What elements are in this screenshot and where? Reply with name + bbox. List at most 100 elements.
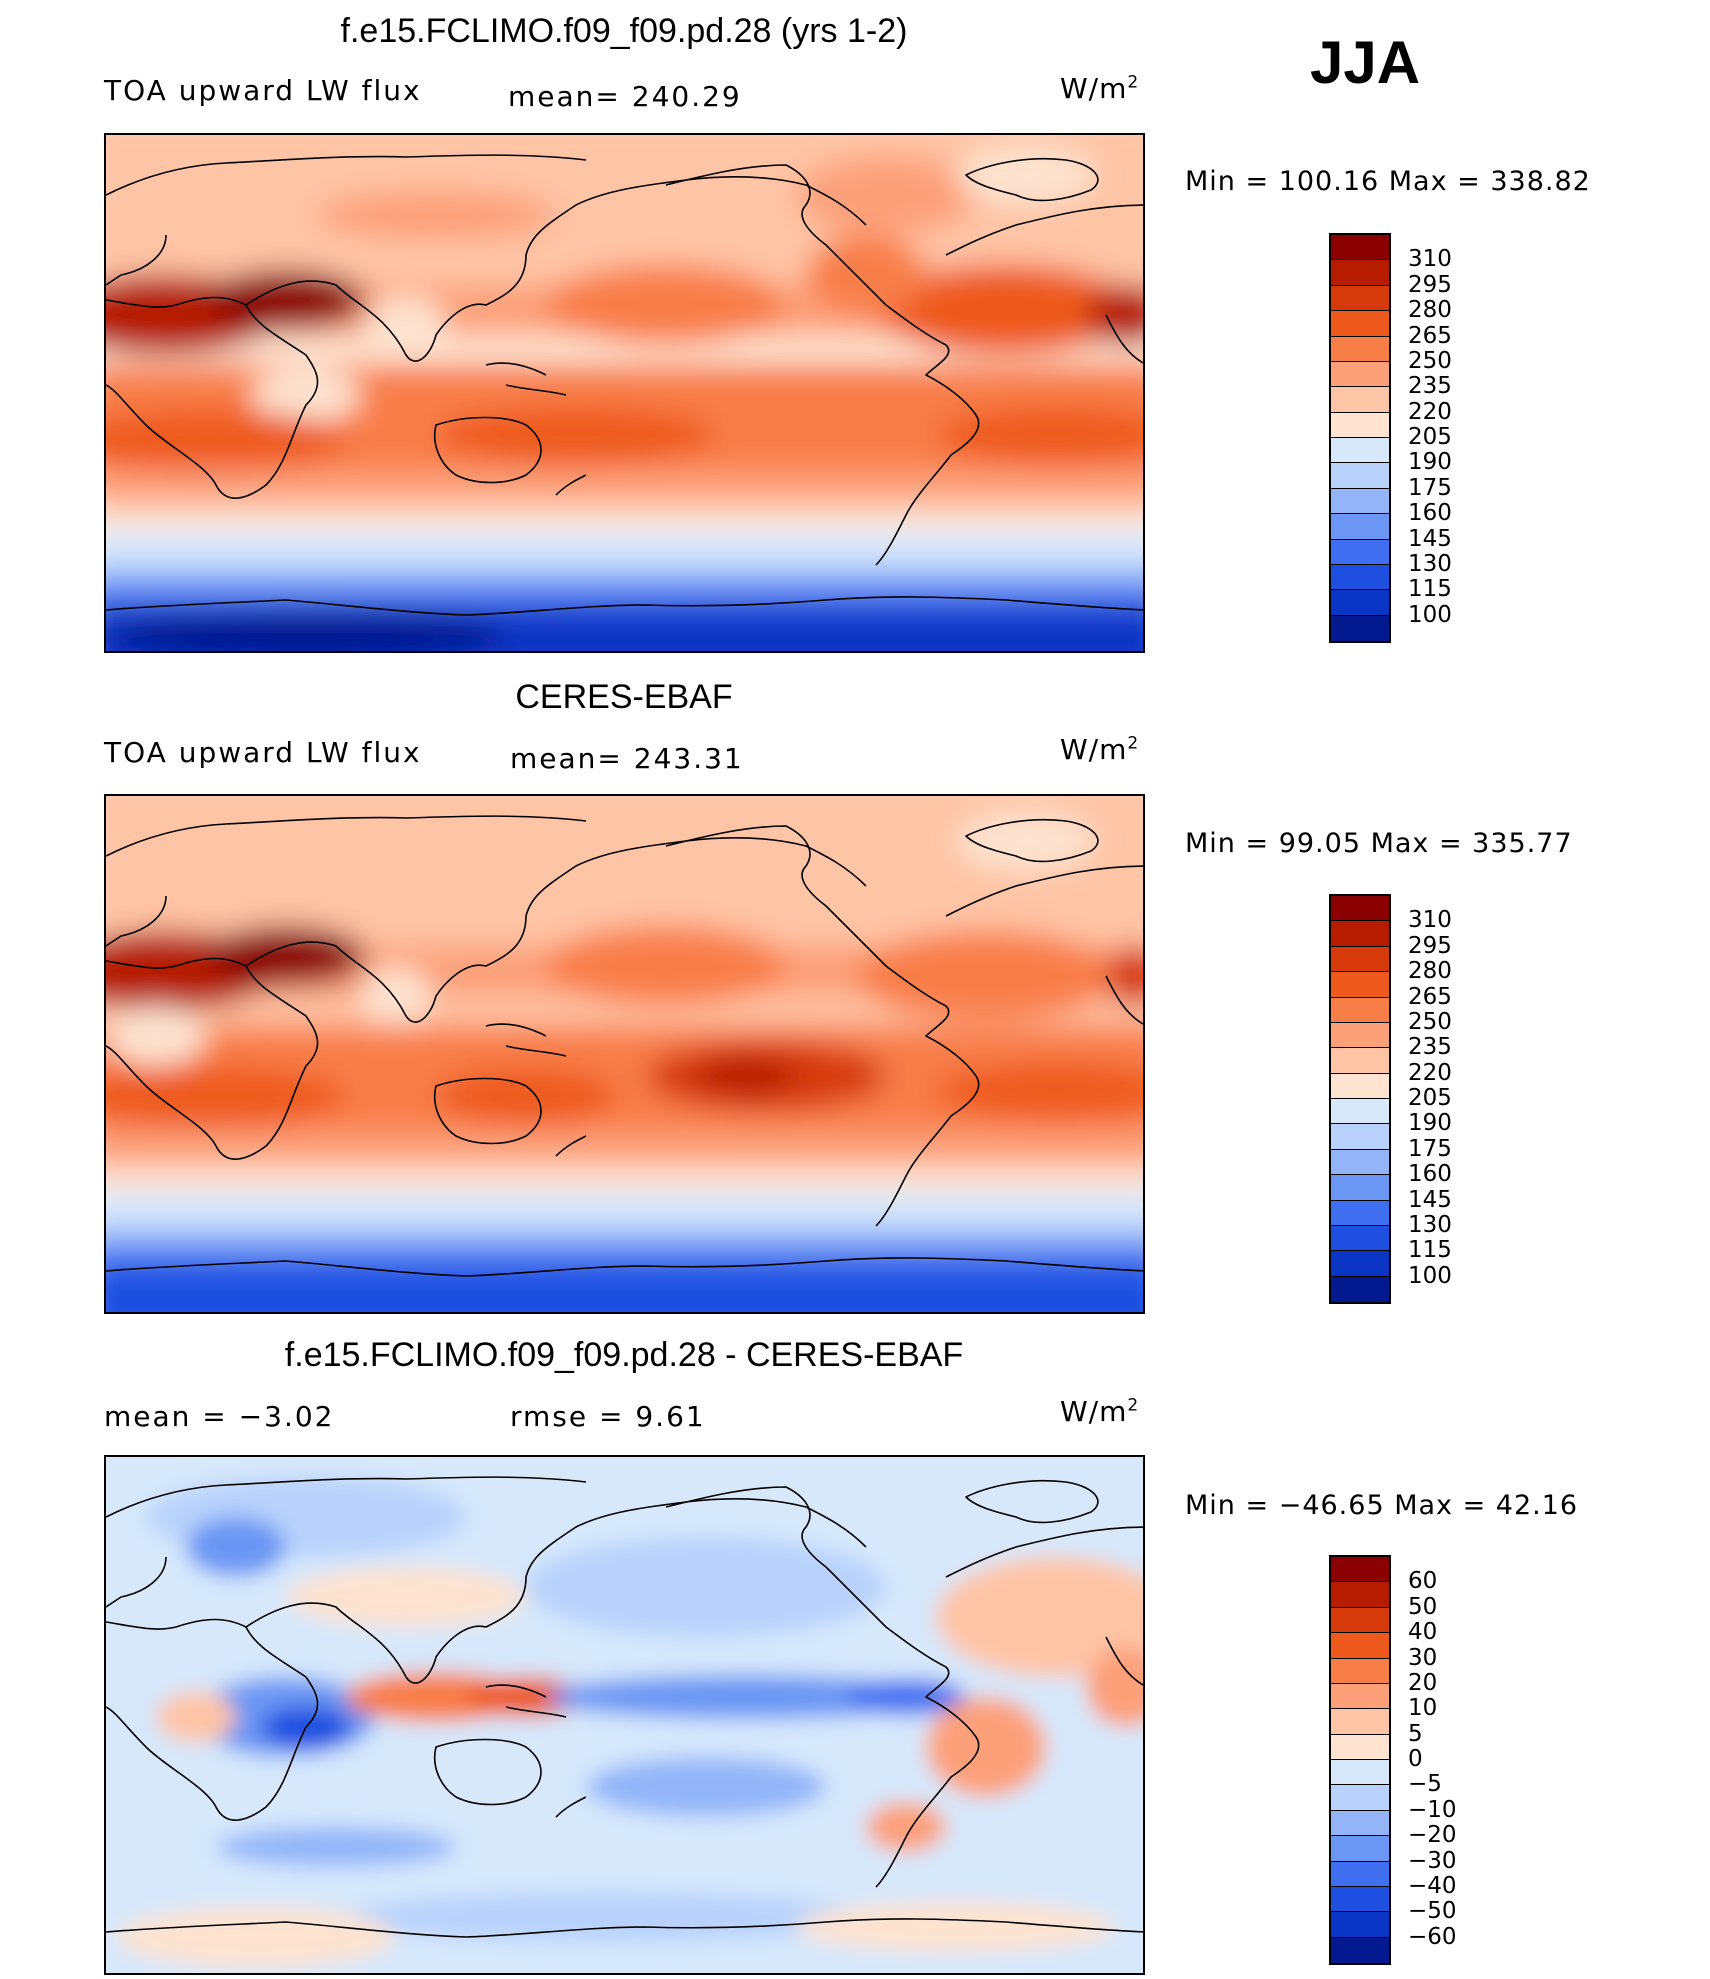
colorbar-tick-label: 145	[1408, 1186, 1452, 1213]
colorbar-bin	[1331, 1149, 1389, 1176]
colorbar-tick-label: 175	[1408, 474, 1452, 501]
colorbar-bin	[1331, 1810, 1389, 1837]
colorbar-bin	[1331, 1073, 1389, 1099]
colorbar-bin	[1331, 1861, 1389, 1887]
panel-3-colorbar	[1329, 1555, 1391, 1965]
colorbar-bin	[1331, 1048, 1389, 1074]
colorbar-bin	[1331, 438, 1389, 464]
panel-3-units: W/m2	[1060, 1395, 1140, 1428]
colorbar-bin	[1331, 1734, 1389, 1760]
colorbar-bin	[1331, 336, 1389, 362]
panel-2-units: W/m2	[1060, 733, 1140, 766]
panel-1-mean-label: mean= 240.29	[508, 80, 742, 113]
panel-2-minmax: Min = 99.05 Max = 335.77	[1185, 828, 1573, 859]
colorbar-tick-label: 5	[1408, 1720, 1423, 1747]
colorbar-bin	[1331, 1760, 1389, 1786]
colorbar-bin	[1331, 285, 1389, 312]
colorbar-bin	[1331, 260, 1389, 286]
colorbar-bin	[1331, 1099, 1389, 1125]
panel-1-minmax: Min = 100.16 Max = 338.82	[1185, 166, 1591, 197]
panel-2-coastlines	[106, 815, 1143, 1277]
colorbar-bin	[1331, 1175, 1389, 1201]
colorbar-tick-label: 175	[1408, 1135, 1452, 1162]
colorbar-tick-label: 100	[1408, 1262, 1452, 1289]
colorbar-bin	[1331, 997, 1389, 1023]
colorbar-tick-label: 160	[1408, 1161, 1452, 1188]
colorbar-tick-label: 145	[1408, 525, 1452, 552]
panel-3-field	[106, 1457, 1143, 1973]
colorbar-tick-label: −20	[1408, 1822, 1457, 1849]
colorbar-tick-label: 130	[1408, 550, 1452, 577]
colorbar-tick-label: 60	[1408, 1568, 1438, 1595]
colorbar-bin	[1331, 514, 1389, 540]
colorbar-tick-label: 310	[1408, 246, 1452, 273]
colorbar-tick-label: 115	[1408, 576, 1452, 603]
colorbar-bin	[1331, 1225, 1389, 1252]
panel-3-title: f.e15.FCLIMO.f09_f09.pd.28 - CERES-EBAF	[284, 1336, 964, 1374]
colorbar-tick-label: 250	[1408, 1008, 1452, 1035]
colorbar-bin	[1331, 1607, 1389, 1634]
colorbar-bin	[1331, 1937, 1389, 1963]
colorbar-tick-label: 280	[1408, 297, 1452, 324]
colorbar-tick-label: 220	[1408, 1059, 1452, 1086]
colorbar-bin	[1331, 1683, 1389, 1710]
colorbar-bin	[1331, 1633, 1389, 1659]
panel-2-map	[104, 794, 1145, 1314]
colorbar-tick-label: −5	[1408, 1771, 1442, 1798]
colorbar-tick-label: 295	[1408, 932, 1452, 959]
colorbar-tick-label: −60	[1408, 1923, 1457, 1950]
colorbar-tick-label: 130	[1408, 1211, 1452, 1238]
colorbar-tick-label: 50	[1408, 1593, 1438, 1620]
panel-2-variable-label: TOA upward LW flux	[104, 736, 422, 769]
colorbar-tick-label: 205	[1408, 1085, 1452, 1111]
colorbar-tick-label: 190	[1408, 449, 1452, 476]
colorbar-tick-label: −50	[1408, 1898, 1457, 1925]
colorbar-tick-label: 10	[1408, 1695, 1438, 1722]
colorbar-bin	[1331, 1200, 1389, 1226]
colorbar-tick-label: 295	[1408, 271, 1452, 298]
panel-3-mean-label: mean = −3.02	[104, 1400, 335, 1433]
season-label: JJA	[1310, 29, 1421, 96]
colorbar-tick-label: 40	[1408, 1619, 1438, 1646]
colorbar-tick-label: 250	[1408, 347, 1452, 374]
panel-3-minmax: Min = −46.65 Max = 42.16	[1185, 1490, 1579, 1521]
colorbar-bin	[1331, 615, 1389, 641]
panel-2-mean-label: mean= 243.31	[510, 742, 744, 775]
colorbar-bin	[1331, 1709, 1389, 1735]
colorbar-bin	[1331, 972, 1389, 998]
colorbar-tick-label: 235	[1408, 373, 1452, 400]
colorbar-tick-label: 115	[1408, 1237, 1452, 1264]
colorbar-tick-label: 160	[1408, 500, 1452, 527]
panel-1-units: W/m2	[1060, 72, 1140, 105]
panel-1-coastlines	[106, 154, 1143, 616]
colorbar-tick-label: 310	[1408, 907, 1452, 934]
colorbar-tick-label: 280	[1408, 958, 1452, 985]
colorbar-tick-label: 100	[1408, 601, 1452, 628]
colorbar-tick-label: 0	[1408, 1746, 1423, 1772]
colorbar-bin	[1331, 463, 1389, 489]
colorbar-bin	[1331, 361, 1389, 388]
colorbar-bin	[1331, 412, 1389, 438]
panel-1-variable-label: TOA upward LW flux	[104, 74, 422, 107]
panel-1-colorbar	[1329, 233, 1391, 643]
colorbar-tick-label: 190	[1408, 1110, 1452, 1137]
colorbar-tick-label: 30	[1408, 1644, 1438, 1671]
panel-1-title: f.e15.FCLIMO.f09_f09.pd.28 (yrs 1-2)	[340, 12, 908, 50]
colorbar-tick-label: −40	[1408, 1872, 1457, 1899]
colorbar-bin	[1331, 235, 1389, 261]
colorbar-tick-label: −10	[1408, 1796, 1457, 1823]
colorbar-bin	[1331, 387, 1389, 413]
panel-3-coastlines	[106, 1476, 1143, 1938]
colorbar-bin	[1331, 1658, 1389, 1684]
colorbar-bin	[1331, 1836, 1389, 1862]
panel-2-colorbar	[1329, 894, 1391, 1304]
colorbar-bin	[1331, 1912, 1389, 1938]
colorbar-tick-label: 265	[1408, 322, 1452, 349]
panel-3-rmse-label: rmse = 9.61	[510, 1400, 706, 1433]
colorbar-bin	[1331, 1582, 1389, 1608]
panel-2-field	[106, 796, 1143, 1312]
colorbar-bin	[1331, 1251, 1389, 1277]
colorbar-bin	[1331, 946, 1389, 973]
colorbar-bin	[1331, 1785, 1389, 1811]
colorbar-tick-label: 220	[1408, 398, 1452, 425]
